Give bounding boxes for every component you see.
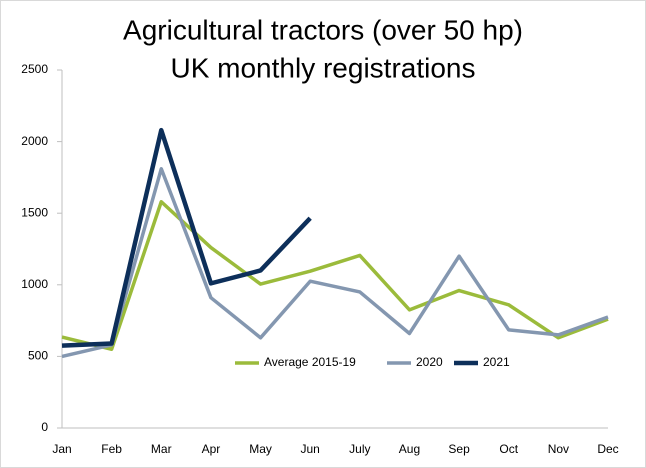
x-tick-label: Jan: [52, 442, 71, 456]
x-tick-label: Feb: [101, 442, 122, 456]
series-line: [61, 199, 609, 351]
series-line: [61, 127, 312, 348]
x-tick-label: Oct: [499, 442, 518, 456]
series-line: [61, 167, 609, 359]
x-tick-label: Mar: [151, 442, 172, 456]
x-tick-label: Apr: [202, 442, 221, 456]
legend-label: Average 2015-19: [264, 355, 356, 369]
x-tick-label: Nov: [548, 442, 569, 456]
x-tick-label: May: [249, 442, 272, 456]
x-tick-label: Dec: [597, 442, 618, 456]
x-tick-label: Sep: [448, 442, 470, 456]
legend-label: 2020: [416, 355, 443, 369]
chart-subtitle: UK monthly registrations: [170, 52, 475, 83]
y-tick-label: 1000: [21, 277, 48, 291]
x-tick-label: Aug: [399, 442, 420, 456]
y-tick-label: 0: [41, 420, 48, 434]
y-tick-label: 500: [28, 349, 48, 363]
y-tick-label: 2500: [21, 62, 48, 76]
y-tick-label: 2000: [21, 134, 48, 148]
chart-title: Agricultural tractors (over 50 hp): [123, 14, 523, 45]
legend-label: 2021: [483, 355, 510, 369]
x-tick-label: Jun: [301, 442, 320, 456]
y-tick-label: 1500: [21, 205, 48, 219]
x-tick-label: July: [349, 442, 370, 456]
